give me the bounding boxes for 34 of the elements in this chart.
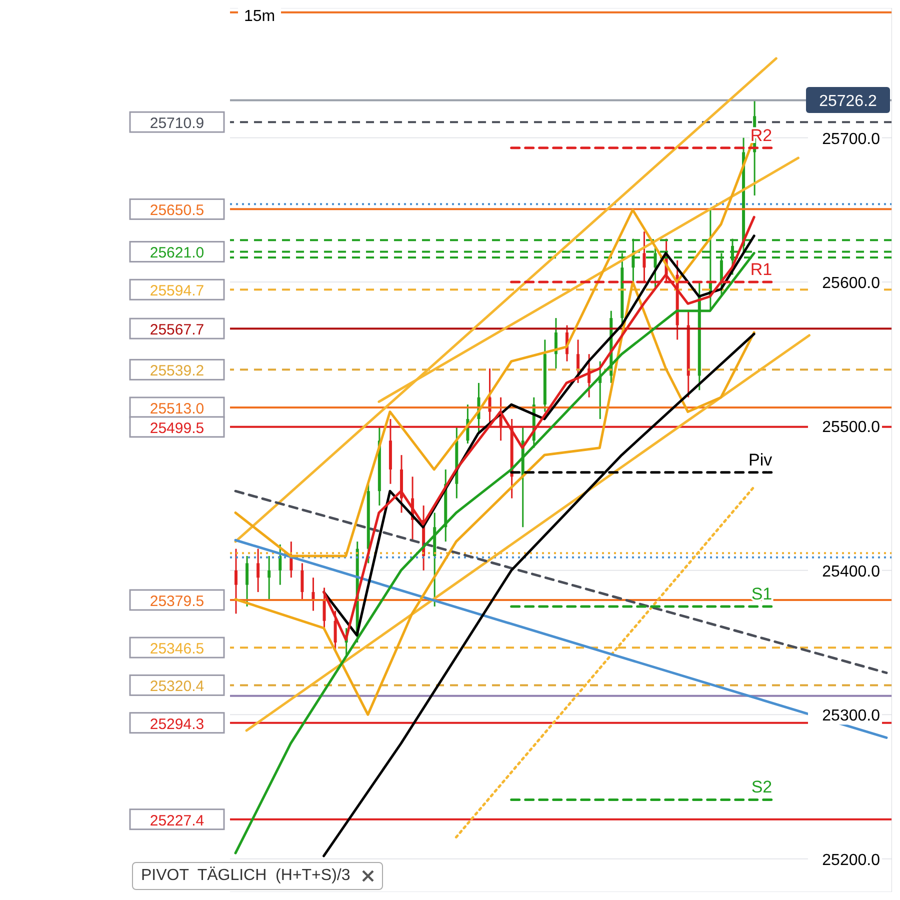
candlestick — [300, 562, 304, 600]
ref-line-label: 25710.9 — [150, 115, 204, 132]
candlestick — [278, 544, 282, 586]
ref-line-label: 25379.5 — [150, 592, 204, 610]
candlestick — [234, 548, 238, 614]
ref-line-label: 25346.5 — [150, 640, 204, 658]
ref-line-label: 25650.5 — [150, 202, 204, 220]
ref-line-label: 25567.7 — [150, 322, 204, 339]
series-label: S2 — [751, 778, 772, 797]
ref-line-label: 25594.7 — [150, 282, 204, 300]
y-tick-label: 25600.0 — [822, 274, 880, 292]
series-label: Piv — [748, 450, 773, 470]
ref-line-label: 25621.0 — [150, 244, 204, 262]
series-label: S1 — [751, 584, 772, 604]
ref-line-label: 25513.0 — [150, 400, 204, 418]
ref-line-label: 25499.5 — [150, 420, 204, 437]
ref-line-label: 25227.4 — [150, 812, 204, 830]
y-tick-label: 25400.0 — [822, 563, 880, 580]
annotation: PIVOT TÄGLICH (H+T+S)/3 — [141, 867, 350, 885]
ref-line-label: 25320.4 — [150, 678, 204, 696]
y-tick-label: 25700.0 — [822, 130, 880, 148]
y-tick-label: 25500.0 — [822, 419, 880, 436]
ref-line-label: 25539.2 — [150, 362, 204, 380]
annotation: 25726.2 — [819, 93, 878, 110]
candlestick — [312, 576, 315, 612]
y-tick-label: 25200.0 — [822, 852, 880, 869]
series-label: R1 — [750, 260, 772, 279]
candlestick — [246, 555, 249, 608]
candlestick — [268, 555, 271, 600]
ref-line-label: 25294.3 — [150, 716, 204, 733]
annotation: 15m — [238, 8, 282, 26]
candlestick — [576, 338, 580, 384]
candlestick — [256, 548, 260, 593]
y-tick-label: 25300.0 — [822, 708, 880, 725]
